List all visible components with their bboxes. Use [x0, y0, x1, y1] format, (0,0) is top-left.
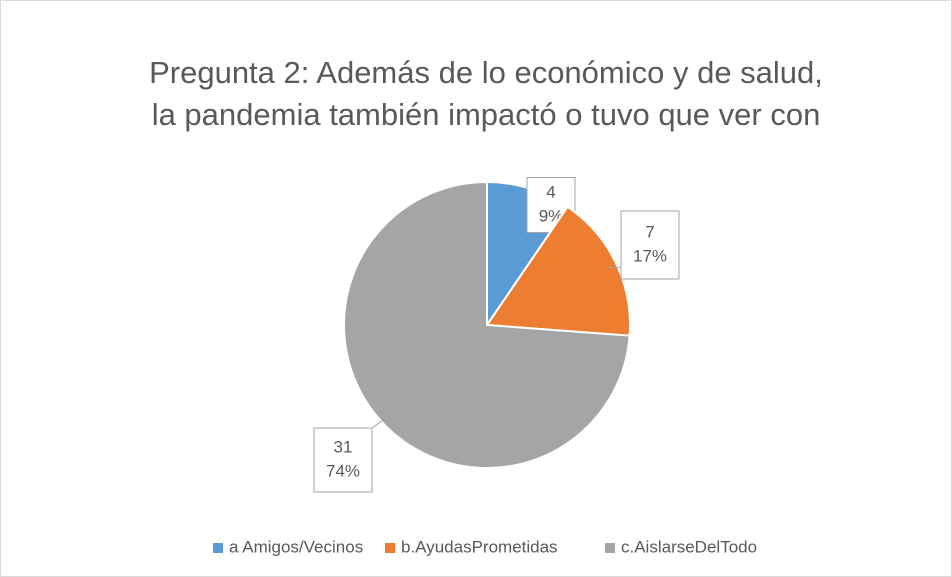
legend-marker	[213, 543, 223, 553]
data-label: 4	[546, 182, 555, 201]
chart-title: Pregunta 2: Además de lo económico y de …	[149, 55, 823, 90]
legend-label: a Amigos/Vecinos	[229, 537, 363, 556]
leader-line	[371, 415, 390, 429]
pie-slice	[485, 205, 631, 337]
legend-marker	[605, 543, 615, 553]
data-label: 17%	[633, 246, 667, 265]
pie-slice	[343, 180, 631, 469]
legend-label: b.AyudasPrometidas	[401, 537, 558, 556]
chart-title: la pandemia también impactó o tuvo que v…	[152, 97, 821, 132]
label-box	[313, 427, 373, 493]
data-label: 31	[334, 437, 353, 456]
label-box	[620, 210, 680, 280]
data-label: 7	[645, 222, 654, 241]
legend-label: c.AislarseDelTodo	[621, 537, 757, 556]
data-label: 74%	[326, 461, 360, 480]
legend-marker	[385, 543, 395, 553]
